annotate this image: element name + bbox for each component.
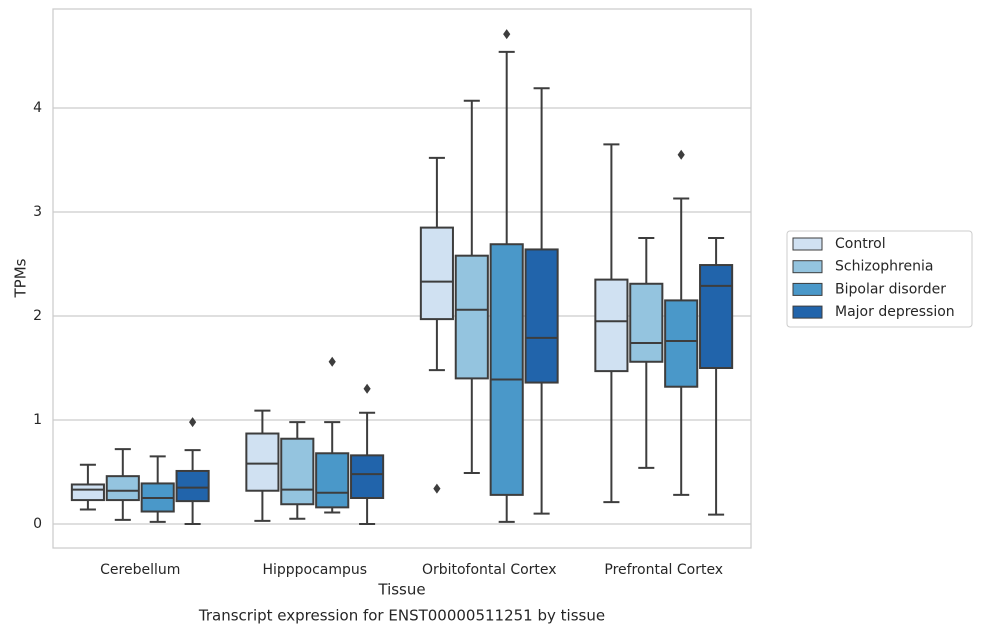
- chart-caption: Transcript expression for ENST0000051125…: [198, 607, 605, 625]
- box-iqr: [105, 475, 140, 502]
- y-tick-label: 4: [33, 100, 42, 116]
- y-tick-label: 2: [33, 308, 42, 324]
- y-tick-label: 1: [33, 412, 42, 428]
- legend-entry: Major depression: [792, 304, 955, 320]
- box-iqr: [454, 254, 489, 380]
- box-iqr: [594, 278, 629, 373]
- y-tick-label: 3: [33, 204, 42, 220]
- box-element: [664, 149, 699, 496]
- box-element: [140, 455, 175, 523]
- box-element: [245, 409, 280, 522]
- legend-entry: Bipolar disorder: [792, 281, 946, 297]
- legend-label: Control: [835, 236, 886, 252]
- box-element: [594, 143, 629, 504]
- box-element: [629, 237, 664, 469]
- outlier-point: [503, 29, 511, 40]
- x-axis-label: Tissue: [377, 581, 425, 599]
- x-tick-label: Prefrontal Cortex: [604, 562, 723, 578]
- legend-label: Major depression: [835, 304, 955, 320]
- outlier-point: [433, 483, 441, 494]
- box-element: [350, 383, 385, 525]
- box-element: [454, 99, 489, 475]
- x-tick-labels: Cerebellum Hipppocampus Orbitofontal Corte…: [100, 562, 723, 578]
- legend-swatch: [792, 237, 823, 251]
- legend-entries: Control Schizophrenia Bipolar disorder Majo…: [792, 236, 955, 320]
- legend-label: Bipolar disorder: [835, 281, 946, 297]
- series-major-depression: [175, 87, 734, 525]
- outlier-point: [189, 417, 197, 428]
- outlier-point: [363, 383, 371, 394]
- legend-entry: Control: [792, 236, 886, 252]
- box-series-group: [70, 29, 734, 525]
- x-tick-label: Hipppocampus: [262, 562, 367, 578]
- box-element: [105, 448, 140, 521]
- box-iqr: [699, 264, 734, 370]
- box-iqr: [245, 432, 280, 492]
- legend-swatch: [792, 305, 823, 319]
- box-iqr: [70, 483, 105, 502]
- box-iqr: [280, 437, 315, 506]
- box-element: [315, 356, 350, 514]
- x-tick-label: Cerebellum: [100, 562, 180, 578]
- y-tick-label: 0: [33, 516, 42, 532]
- box-iqr: [664, 299, 699, 388]
- box-element: [280, 421, 315, 520]
- box-element: [70, 463, 105, 511]
- box-element: [419, 156, 454, 494]
- series-schizophrenia: [105, 99, 664, 521]
- legend-swatch: [792, 282, 823, 296]
- outlier-point: [677, 149, 685, 160]
- x-tick-label: Orbitofontal Cortex: [422, 562, 557, 578]
- box-element: [699, 237, 734, 516]
- box-element: [524, 87, 559, 515]
- legend-frame: [786, 230, 973, 328]
- series-control: [70, 143, 629, 522]
- y-axis-label: TPMs: [12, 258, 30, 298]
- box-iqr: [419, 226, 454, 321]
- legend-label: Schizophrenia: [835, 259, 933, 275]
- box-iqr: [489, 243, 524, 496]
- box-iqr: [350, 454, 385, 499]
- legend: Control Schizophrenia Bipolar disorder Majo…: [786, 230, 973, 328]
- box-iqr: [629, 282, 664, 363]
- plot-area-background: [53, 9, 751, 548]
- legend-entry: Schizophrenia: [792, 259, 933, 275]
- box-element: [175, 417, 210, 525]
- box-iqr: [315, 452, 350, 509]
- box-iqr: [175, 469, 210, 503]
- series-bipolar-disorder: [140, 29, 699, 523]
- legend-swatch: [792, 260, 823, 274]
- plot-area-frame: [52, 8, 752, 549]
- box-element: [489, 29, 524, 523]
- box-iqr: [524, 248, 559, 384]
- outlier-point: [328, 356, 336, 367]
- y-tick-labels: 0 1 2 3 4: [33, 100, 42, 532]
